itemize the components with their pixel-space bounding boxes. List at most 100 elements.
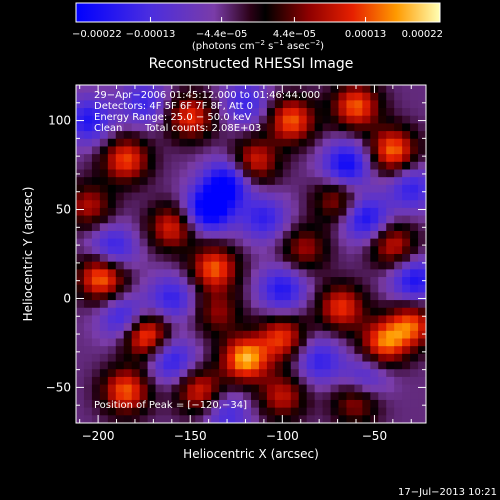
heatmap-cell — [91, 323, 101, 332]
heatmap-cell — [187, 346, 196, 355]
heatmap-cell — [123, 323, 133, 332]
heatmap-cell — [131, 369, 141, 378]
heatmap-cell — [282, 254, 292, 263]
heatmap-cell — [187, 123, 196, 132]
heatmap-cell — [139, 307, 148, 316]
heatmap-cell — [354, 184, 363, 193]
heatmap-cell — [418, 154, 426, 163]
heatmap-cell — [370, 307, 379, 316]
heatmap-cell — [123, 269, 133, 278]
heatmap-cell — [99, 399, 109, 409]
heatmap-cell — [219, 192, 228, 201]
heatmap-cell — [107, 307, 117, 316]
heatmap-cell — [243, 269, 252, 278]
heatmap-cell — [211, 330, 220, 339]
heatmap-cell — [370, 154, 379, 163]
heatmap-cell — [243, 207, 252, 216]
heatmap-cell — [171, 376, 180, 385]
heatmap-cell — [314, 154, 323, 163]
heatmap-cell — [147, 177, 156, 186]
heatmap-cell — [290, 215, 300, 224]
heatmap-cell — [76, 238, 85, 247]
heatmap-cell — [155, 92, 164, 101]
heatmap-cell — [314, 146, 323, 155]
annotation-peak-position: Position of Peak = [−120,−34] — [94, 400, 247, 411]
heatmap-cell — [274, 315, 284, 324]
heatmap-cell — [402, 307, 411, 316]
heatmap-cell — [322, 100, 331, 109]
heatmap-cell — [211, 169, 220, 178]
heatmap-cell — [147, 123, 156, 132]
heatmap-cell — [243, 238, 252, 247]
heatmap-cell — [99, 100, 109, 109]
heatmap-cell — [243, 399, 252, 409]
heatmap-cell — [282, 215, 292, 224]
heatmap-cell — [330, 246, 339, 255]
heatmap-cell — [386, 353, 395, 362]
heatmap-cell — [266, 146, 276, 155]
heatmap-cell — [76, 369, 85, 378]
heatmap-cell — [362, 92, 371, 101]
colorbar-ticks: −0.00022 −0.00013 −4.4e−05 4.4e−05 0.00013 0.… — [72, 17, 443, 40]
heatmap-cell — [131, 138, 141, 147]
heatmap-cell — [298, 138, 308, 147]
heatmap-cell — [306, 246, 316, 255]
heatmap-cell — [362, 154, 371, 163]
heatmap-cell — [83, 123, 93, 132]
heatmap-cell — [235, 338, 244, 347]
heatmap-cell — [282, 300, 292, 309]
heatmap-cell — [139, 361, 148, 370]
heatmap-cell — [123, 254, 133, 263]
heatmap-cell — [290, 85, 300, 94]
heatmap-cell — [322, 261, 331, 270]
heatmap-cell — [354, 115, 363, 124]
heatmap-cell — [131, 215, 141, 224]
heatmap-cell — [76, 154, 85, 163]
heatmap-cell — [394, 254, 403, 263]
heatmap-cell — [155, 284, 164, 293]
heatmap-cell — [99, 92, 109, 101]
heatmap-cell — [227, 323, 236, 332]
heatmap-cell — [203, 392, 212, 401]
heatmap-cell — [322, 154, 331, 163]
heatmap-cell — [76, 223, 85, 232]
heatmap-cell — [227, 254, 236, 263]
heatmap-cell — [298, 238, 308, 247]
heatmap-cell — [338, 115, 347, 124]
heatmap-cell — [346, 384, 355, 393]
heatmap-cell — [76, 323, 85, 332]
heatmap-cell — [195, 200, 204, 209]
heatmap-cell — [115, 384, 125, 393]
heatmap-cell — [155, 254, 164, 263]
heatmap-cell — [410, 223, 419, 232]
heatmap-cell — [203, 315, 212, 324]
heatmap-cell — [131, 192, 141, 201]
heatmap-cell — [147, 238, 156, 247]
heatmap-cell — [76, 277, 85, 286]
heatmap-cell — [290, 361, 300, 370]
x-tick-label: −100 — [266, 429, 299, 443]
heatmap-cell — [282, 85, 292, 94]
heatmap-cell — [314, 238, 323, 247]
heatmap-cell — [322, 330, 331, 339]
heatmap-cell — [394, 238, 403, 247]
heatmap-cell — [131, 146, 141, 155]
heatmap-cell — [378, 254, 387, 263]
heatmap-cell — [362, 215, 371, 224]
heatmap-cell — [107, 108, 117, 117]
heatmap-cell — [147, 330, 156, 339]
heatmap-cell — [298, 207, 308, 216]
heatmap-cell — [83, 307, 93, 316]
heatmap-cell — [195, 369, 204, 378]
heatmap-cell — [179, 399, 188, 409]
heatmap-cell — [76, 254, 85, 263]
heatmap-cell — [298, 369, 308, 378]
heatmap-cell — [83, 415, 93, 423]
heatmap-cell — [195, 131, 204, 140]
heatmap-cell — [243, 92, 252, 101]
heatmap-cell — [251, 161, 260, 170]
heatmap-cell — [107, 184, 117, 193]
heatmap-cell — [306, 131, 316, 140]
heatmap-cell — [282, 361, 292, 370]
heatmap-cell — [115, 261, 125, 270]
